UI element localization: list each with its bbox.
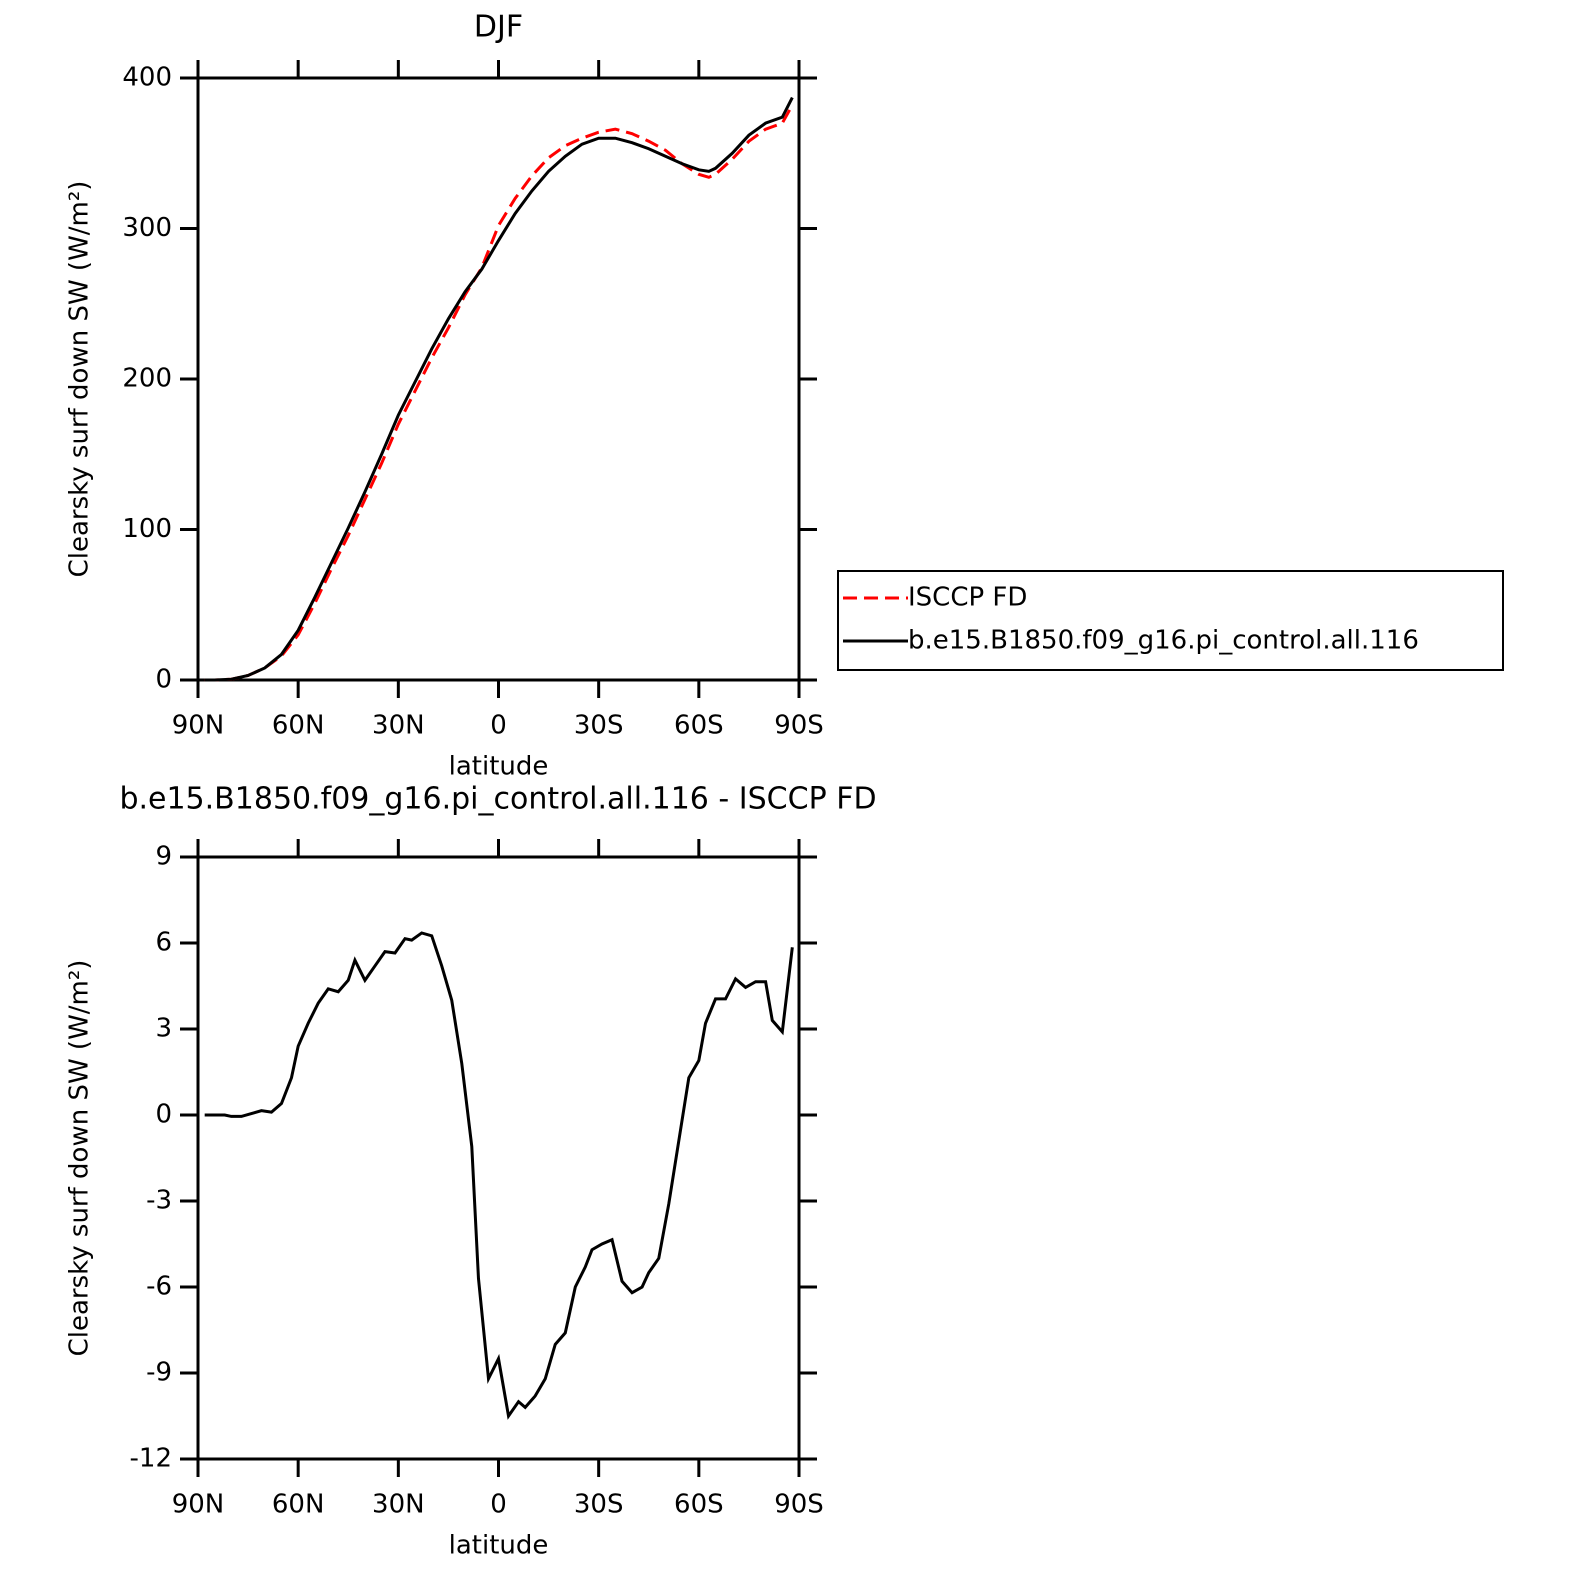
y-tick-label: -6	[146, 1272, 172, 1302]
data-line	[204, 931, 794, 1420]
legend-box	[837, 570, 1504, 671]
x-tick-label: 0	[490, 1490, 507, 1520]
x-tick-label: 60N	[272, 711, 325, 741]
y-axis-label: Clearsky surf down SW (W/m²)	[65, 960, 95, 1357]
x-tick-label: 60S	[674, 1490, 724, 1520]
y-tick-label: 9	[155, 842, 172, 872]
x-tick-label: 90S	[774, 711, 824, 741]
data-line	[204, 96, 794, 682]
x-tick-label: 30S	[574, 1490, 624, 1520]
x-tick-label: 60N	[272, 1490, 325, 1520]
plot-frame	[196, 855, 801, 1461]
y-tick-label: -3	[146, 1186, 172, 1216]
y-tick-label: 0	[155, 665, 172, 695]
x-tick-label: 30N	[372, 1490, 425, 1520]
x-axis-label: latitude	[449, 752, 549, 782]
y-tick-label: -12	[130, 1444, 172, 1474]
legend-label: ISCCP FD	[908, 583, 1027, 613]
y-tick-label: 3	[155, 1014, 172, 1044]
x-tick-label: 90N	[172, 711, 225, 741]
y-tick-label: 200	[122, 364, 172, 394]
chart-title: b.e15.B1850.f09_g16.pi_control.all.116 -…	[119, 782, 876, 817]
chart-title: DJF	[474, 10, 523, 45]
x-tick-label: 0	[490, 711, 507, 741]
y-tick-label: 100	[122, 514, 172, 544]
x-tick-label: 60S	[674, 711, 724, 741]
x-tick-label: 30S	[574, 711, 624, 741]
y-tick-label: 400	[122, 63, 172, 93]
y-tick-label: -9	[146, 1358, 172, 1388]
y-tick-label: 300	[122, 213, 172, 243]
y-tick-label: 0	[155, 1100, 172, 1130]
x-tick-label: 30N	[372, 711, 425, 741]
plot-frame	[196, 76, 801, 682]
x-tick-label: 90N	[172, 1490, 225, 1520]
x-axis-label: latitude	[449, 1531, 549, 1561]
legend-label: b.e15.B1850.f09_g16.pi_control.all.116	[908, 626, 1419, 656]
data-line	[204, 104, 794, 682]
y-axis-label: Clearsky surf down SW (W/m²)	[65, 181, 95, 578]
x-tick-label: 90S	[774, 1490, 824, 1520]
y-tick-label: 6	[155, 928, 172, 958]
